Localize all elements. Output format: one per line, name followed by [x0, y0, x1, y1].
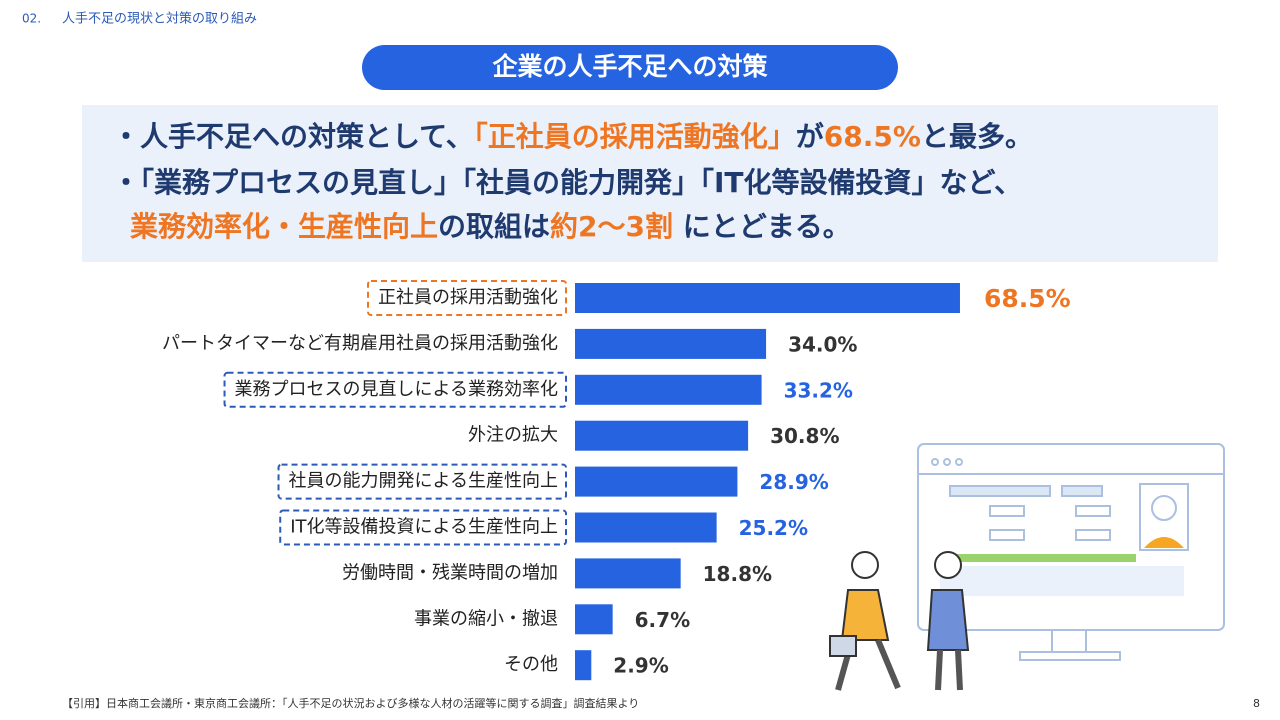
value-label: 6.7% — [635, 608, 690, 632]
category-label: その他 — [504, 654, 558, 675]
value-label: 28.9% — [759, 470, 828, 494]
bullet-line: ・「業務プロセスの見直し」「社員の能力開発」「IT化等設備投資」など、 — [112, 166, 1022, 199]
category-label: 事業の縮小・撤退 — [414, 608, 558, 629]
title: 企業の人手不足への対策 — [492, 52, 768, 81]
category-highlight-box — [277, 463, 567, 500]
bar — [575, 512, 717, 543]
illustration — [829, 443, 1225, 691]
citation: 【引用】日本商工会議所・東京商工会議所：「人手不足の状況および多様な人材の活躍等… — [62, 696, 639, 710]
category-label: 外注の拡大 — [468, 425, 558, 446]
bar — [575, 650, 592, 681]
category-label: 社員の能力開発による生産性向上 — [289, 471, 558, 492]
bullet-segment: 約2〜3割 — [550, 210, 673, 243]
category-label: IT化等設備投資による生産性向上 — [290, 517, 558, 538]
bullet-line: 業務効率化・生産性向上の取組は約2〜3割 にとどまる。 — [130, 210, 851, 243]
bullet-segment: 「正社員の採用活動強化」 — [474, 120, 796, 153]
category-highlight-box — [279, 509, 567, 546]
value-label: 30.8% — [770, 424, 839, 448]
bar — [575, 558, 681, 589]
value-label: 25.2% — [739, 516, 808, 540]
bar — [575, 420, 749, 451]
header-number: 02. — [22, 12, 41, 26]
value-label: 2.9% — [613, 654, 668, 678]
category-label: 正社員の採用活動強化 — [378, 287, 558, 308]
value-label: 34.0% — [788, 332, 857, 356]
value-label: 33.2% — [784, 378, 853, 402]
bar — [575, 283, 960, 313]
bullet-segment: ・「業務プロセスの見直し」「社員の能力開発」「IT化等設備投資」など、 — [112, 166, 1022, 199]
bar — [575, 604, 613, 635]
value-label: 68.5% — [984, 284, 1071, 313]
summary-box — [82, 105, 1218, 262]
bar — [575, 328, 767, 359]
page-number: 8 — [1253, 697, 1260, 710]
bullet-segment: と最多。 — [921, 120, 1033, 153]
category-label: 労働時間・残業時間の増加 — [342, 562, 558, 583]
value-label: 18.8% — [703, 562, 772, 586]
category-label: 業務プロセスの見直しによる業務効率化 — [235, 379, 558, 400]
bullet-segment: 68.5% — [824, 120, 921, 153]
header-text: 人手不足の現状と対策の取り組み — [62, 11, 257, 27]
bullet-segment: 業務効率化・生産性向上 — [130, 210, 438, 243]
title-pill — [362, 45, 898, 90]
category-highlight-box — [367, 280, 567, 316]
category-highlight-box — [223, 371, 567, 408]
bullet-segment: ・人手不足への対策として、 — [112, 120, 474, 153]
bar — [575, 374, 762, 405]
category-label: パートタイマーなど有期雇用社員の採用活動強化 — [162, 333, 558, 354]
bullet-segment: が — [796, 120, 824, 153]
bullet-segment: にとどまる。 — [673, 210, 851, 243]
bullet-segment: の取組は — [438, 210, 550, 243]
bullet-line: ・人手不足への対策として、「正社員の採用活動強化」が68.5%と最多。 — [112, 120, 1033, 153]
bar — [575, 466, 738, 497]
